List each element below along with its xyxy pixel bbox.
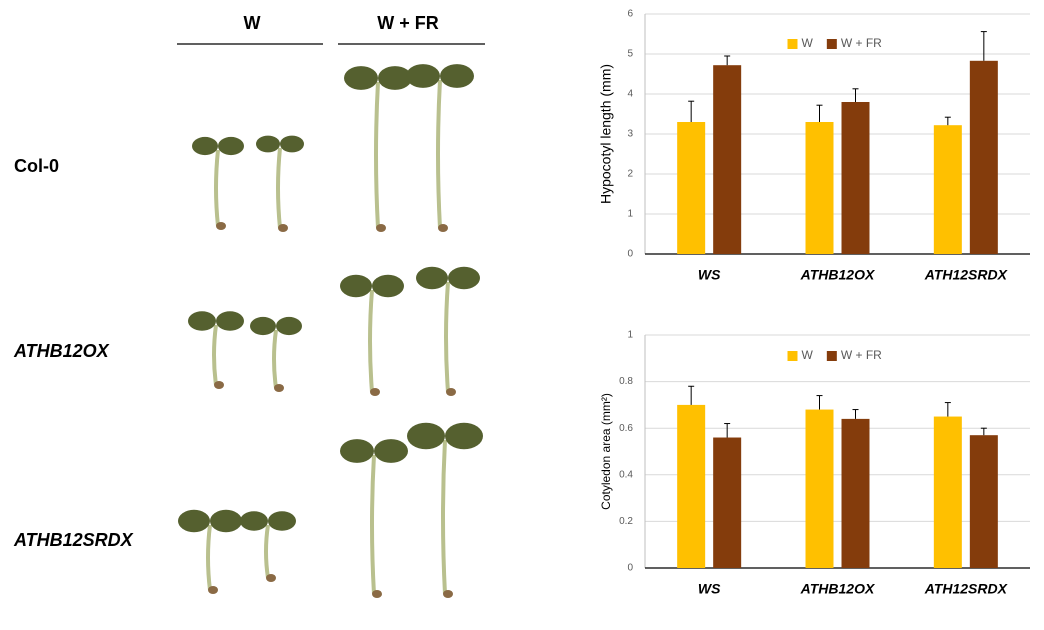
cotyledon (448, 266, 480, 290)
hypocotyl (206, 524, 212, 591)
y-axis-title: Cotyledon area (mm²) (599, 393, 613, 510)
bar (969, 60, 998, 254)
seed-coat (208, 586, 218, 594)
cotyledon (216, 311, 244, 331)
y-tick-label: 0 (627, 563, 633, 574)
x-tick-label: ATH12SRDX (924, 267, 1009, 283)
seed-coat (376, 224, 386, 232)
x-tick-label: ATHB12OX (800, 581, 876, 597)
cotyledon (440, 64, 474, 88)
bar (805, 122, 834, 254)
legend-swatch (787, 351, 798, 361)
cotyledon (218, 136, 244, 156)
seed-coat (216, 222, 226, 230)
seed-coat (443, 590, 453, 598)
cotyledon (406, 64, 440, 88)
cotyledon (280, 135, 304, 153)
seed-coat (370, 388, 380, 396)
hypocotyl (374, 81, 380, 229)
hypocotyl (441, 439, 447, 595)
hypocotyl (272, 329, 278, 389)
y-tick-label: 3 (627, 129, 633, 140)
column-header: W + FR (377, 13, 439, 33)
cotyledon (268, 511, 296, 531)
bar (841, 102, 870, 254)
y-tick-label: 0.2 (619, 516, 633, 527)
legend-label: W (802, 348, 814, 362)
cotyledon (192, 136, 218, 156)
hypocotyl (276, 147, 282, 229)
cotyledon (378, 66, 412, 90)
seed-coat (446, 388, 456, 396)
seed-coat (266, 574, 276, 582)
cotyledon (210, 509, 242, 533)
cotyledon (344, 66, 378, 90)
legend-label: W + FR (841, 348, 882, 362)
y-tick-label: 1 (627, 330, 633, 341)
cotyledon (178, 509, 210, 533)
row-label: Col-0 (14, 156, 59, 176)
y-tick-label: 0 (627, 249, 633, 260)
x-tick-label: WS (698, 267, 721, 283)
row-label: ATHB12OX (13, 341, 110, 361)
y-tick-label: 0.6 (619, 423, 633, 434)
x-tick-label: WS (698, 581, 721, 597)
y-tick-label: 1 (627, 209, 633, 220)
cotyledon (250, 316, 276, 336)
cotyledon (188, 311, 216, 331)
bar (969, 435, 998, 568)
legend-swatch (787, 39, 798, 49)
cotyledon (407, 422, 445, 450)
bar (933, 125, 962, 254)
hypocotyl (436, 79, 442, 229)
y-tick-label: 4 (627, 89, 633, 100)
legend-swatch (826, 351, 837, 361)
bar (933, 416, 962, 568)
seedling-photos (178, 64, 483, 598)
hypocotyl (444, 281, 450, 393)
y-tick-label: 6 (627, 9, 633, 20)
bar (713, 437, 742, 568)
hypocotyl (264, 524, 270, 579)
hypocotyl (214, 149, 220, 227)
bar (805, 409, 834, 568)
seed-coat (372, 590, 382, 598)
cotyledon (340, 274, 372, 298)
x-tick-label: ATH12SRDX (924, 581, 1009, 597)
cotyledon (276, 316, 302, 336)
bar (841, 418, 870, 568)
y-tick-label: 2 (627, 169, 633, 180)
bar (713, 65, 742, 254)
cotyledon (445, 422, 483, 450)
legend-label: W (802, 36, 814, 50)
y-tick-label: 0.4 (619, 469, 633, 480)
hypocotyl (368, 289, 374, 393)
seed-coat (278, 224, 288, 232)
bar (677, 122, 706, 254)
y-tick-label: 5 (627, 49, 633, 60)
x-tick-label: ATHB12OX (800, 267, 876, 283)
hypocotyl (370, 454, 376, 595)
cotyledon (374, 439, 408, 463)
y-axis-title: Hypocotyl length (mm) (598, 64, 614, 204)
seed-coat (214, 381, 224, 389)
legend-swatch (826, 39, 837, 49)
row-label: ATHB12SRDX (13, 530, 134, 550)
hypocotyl (212, 324, 218, 386)
cotyledon (416, 266, 448, 290)
column-header: W (244, 13, 261, 33)
cotyledon (372, 274, 404, 298)
seed-coat (438, 224, 448, 232)
legend-label: W + FR (841, 36, 882, 50)
y-tick-label: 0.8 (619, 376, 633, 387)
seed-coat (274, 384, 284, 392)
cotyledon (340, 439, 374, 463)
cotyledon (256, 135, 280, 153)
cotyledon (240, 511, 268, 531)
bar (677, 404, 706, 568)
